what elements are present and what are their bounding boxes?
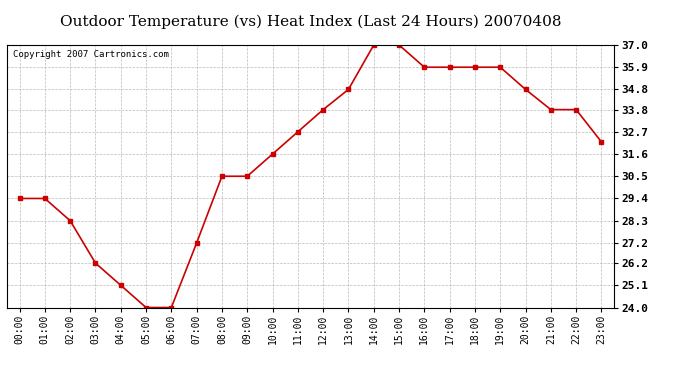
- Text: Copyright 2007 Cartronics.com: Copyright 2007 Cartronics.com: [13, 50, 169, 59]
- Text: Outdoor Temperature (vs) Heat Index (Last 24 Hours) 20070408: Outdoor Temperature (vs) Heat Index (Las…: [60, 15, 561, 29]
